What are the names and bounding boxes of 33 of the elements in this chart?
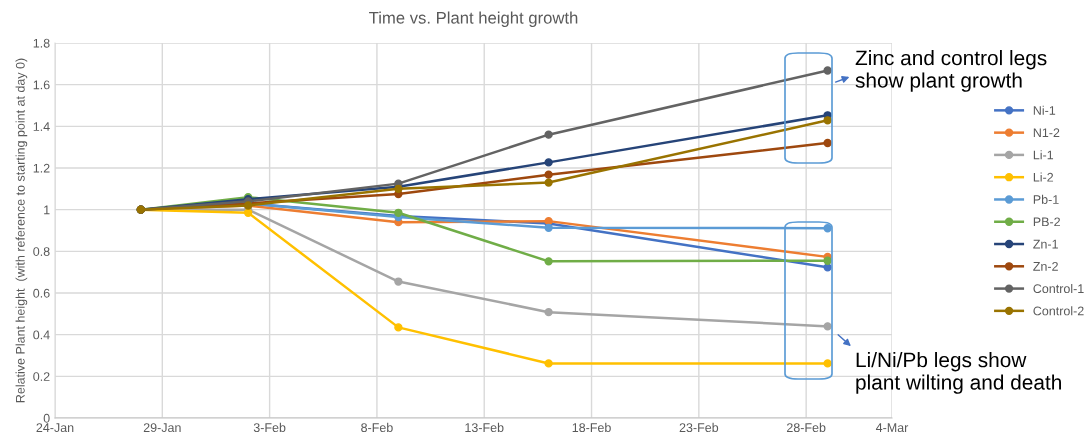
x-tick-label: 29-Jan: [143, 423, 181, 433]
x-tick-label: 4-Mar: [875, 423, 909, 433]
y-tick-label: 0.2: [33, 372, 50, 381]
legend-label: Zn-1: [1033, 239, 1058, 249]
legend-label: Pb-1: [1033, 194, 1059, 204]
legend-label: Ni-1: [1033, 105, 1056, 115]
legend-label: Control-2: [1033, 306, 1084, 316]
y-tick-label: 0.6: [33, 288, 50, 298]
legend-label: N1-2: [1033, 128, 1060, 138]
annotation: Li/Ni/Pb legs show plant wilting and death: [856, 352, 1061, 394]
x-tick-label: 18-Feb: [572, 422, 611, 433]
x-tick-label: 13-Feb: [465, 422, 504, 433]
y-tick-label: 1.2: [33, 163, 50, 173]
legend-label: Zn-2: [1033, 261, 1058, 271]
x-tick-label: 24-Jan: [36, 423, 74, 433]
y-tick-label: 1.6: [33, 80, 50, 90]
legend-label: Li-2: [1033, 172, 1054, 182]
chart-title: Time vs. Plant height growth: [369, 11, 578, 28]
y-tick-label: 0.4: [33, 330, 50, 340]
legend-label: PB-2: [1033, 217, 1060, 227]
y-axis-title: Relative Plant height (with reference to starting point at day 0): [15, 58, 28, 403]
y-tick-label: 0: [43, 413, 50, 423]
y-tick-label: 0.8: [33, 247, 50, 256]
legend-label: Control-1: [1033, 283, 1084, 294]
x-tick-label: 23-Feb: [679, 422, 719, 433]
y-tick-label: 1: [44, 205, 50, 215]
annotation: Zinc and control legs show plant growth: [855, 50, 1047, 92]
x-tick-label: 3-Feb: [253, 422, 286, 433]
x-tick-label: 8-Feb: [361, 422, 393, 433]
y-tick-label: 1.8: [33, 38, 50, 48]
x-tick-label: 28-Feb: [786, 422, 826, 433]
y-tick-label: 1.4: [33, 122, 50, 131]
legend-label: Li-1: [1033, 150, 1054, 160]
